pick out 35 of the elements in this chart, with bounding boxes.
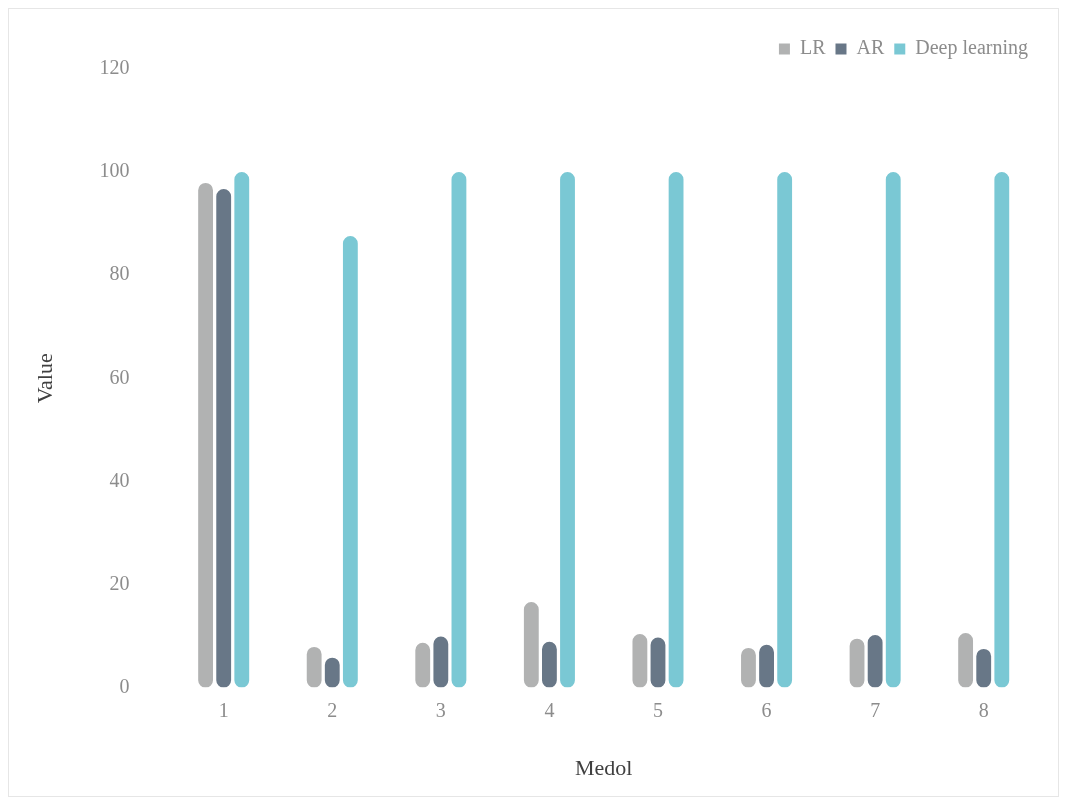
x-tick-label: 6 [761,698,772,721]
y-tick-label: 40 [109,468,130,491]
bar [216,189,232,688]
x-tick-label: 5 [652,698,663,721]
legend-label: Deep learning [915,36,1029,60]
bar [523,602,539,688]
bar [867,635,883,688]
legend-label: LR [799,36,827,59]
y-tick-label: 0 [119,674,130,697]
x-tick-label: 1 [218,698,229,721]
bar [885,172,901,688]
bar [234,172,250,688]
y-tick-label: 80 [109,262,130,285]
bar [560,172,575,688]
y-axis-title: Value [31,353,57,404]
x-tick-label: 4 [544,698,555,721]
x-tick-label: 3 [435,698,446,721]
x-axis-title: Medol [574,754,633,780]
legend-label: AR [856,36,885,59]
y-tick-label: 120 [99,56,130,79]
x-tick-label: 8 [978,698,989,721]
y-tick-label: 20 [109,571,130,594]
bar [777,172,793,688]
y-tick-label: 100 [99,159,130,182]
bar [668,172,684,688]
x-tick-label: 7 [870,698,881,721]
bar [451,172,467,688]
bar [433,636,449,688]
x-tick-label: 2 [327,698,338,721]
bar [958,632,974,688]
bar [632,633,648,688]
bar [342,236,358,688]
y-tick-label: 60 [109,365,130,388]
bar [198,182,214,688]
bar [994,172,1010,688]
